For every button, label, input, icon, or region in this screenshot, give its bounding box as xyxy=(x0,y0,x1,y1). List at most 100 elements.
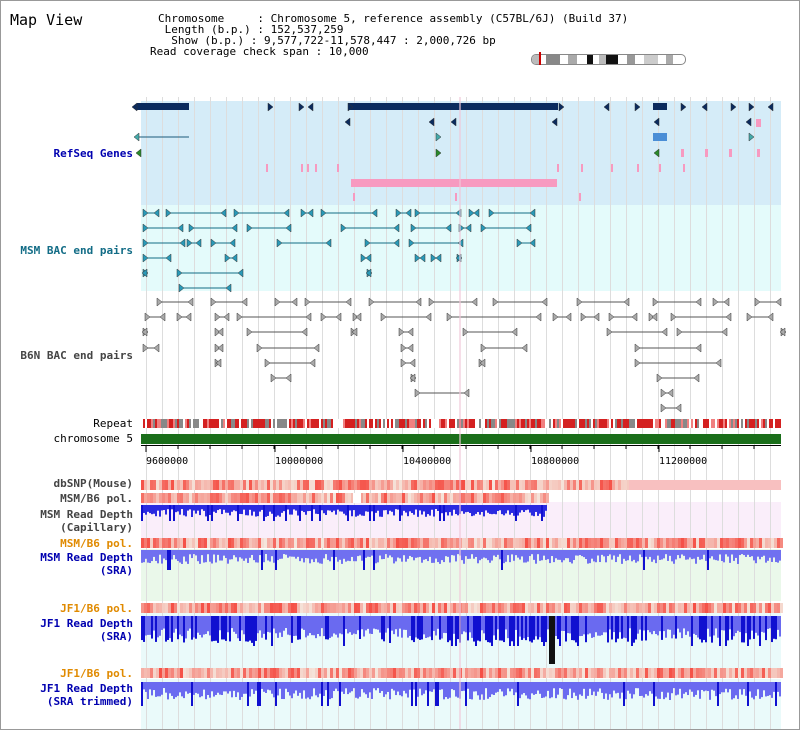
msm-sra-depth-bar xyxy=(665,550,667,555)
repeat-feature xyxy=(507,419,509,428)
msm-bac-label[interactable]: MSM BAC end pairs xyxy=(20,244,133,257)
repeat-feature xyxy=(725,419,727,428)
repeat-feature xyxy=(597,419,599,428)
refseq-label[interactable]: RefSeq Genes xyxy=(53,147,133,160)
jf1-pol-strip xyxy=(486,603,489,613)
b6n-bac-end xyxy=(511,327,518,337)
msm-pol-strip-2 xyxy=(258,538,261,548)
msm-pol-strip-2 xyxy=(780,538,783,548)
jf1-trimmed-depth-bar xyxy=(359,682,361,697)
jf1-pol-strip-2 xyxy=(246,668,249,678)
jf1-pol-strip xyxy=(537,603,540,613)
msm-pol-strip xyxy=(414,493,417,503)
msm-sra-depth-bar xyxy=(643,550,645,570)
jf1-sra-depth-bar xyxy=(587,616,589,635)
msm-sra-depth-bar xyxy=(633,550,635,560)
ideogram-band xyxy=(627,55,635,64)
jf1-pol-strip-2 xyxy=(579,668,582,678)
msm-pol-strip-2 xyxy=(474,538,477,548)
repeat-feature xyxy=(257,419,259,428)
dbsnp-strip xyxy=(390,480,393,490)
jf1-sra-depth-bar xyxy=(171,616,173,642)
b6n-bac-label[interactable]: B6N BAC end pairs xyxy=(20,349,133,362)
msm-sra-depth-bar xyxy=(755,550,757,564)
msm-pol-label-2[interactable]: MSM/B6 pol. xyxy=(60,537,133,550)
jf1-sra-label[interactable]: JF1 Read Depth (SRA) xyxy=(40,617,133,643)
dbsnp-strip xyxy=(219,480,222,490)
msm-pol-strip-2 xyxy=(627,538,630,548)
jf1-sra-depth-bar xyxy=(199,616,201,635)
jf1-pol-strip-2 xyxy=(651,668,654,678)
jf1-sra-depth-bar xyxy=(185,616,187,639)
repeat-feature xyxy=(559,419,561,428)
jf1-trimmed-depth-bar xyxy=(349,682,351,693)
repeat-feature xyxy=(325,419,327,428)
msm-capillary-label[interactable]: MSM Read Depth (Capillary) xyxy=(40,508,133,534)
msm-pol-strip xyxy=(483,493,486,503)
jf1-trimmed-depth-bar xyxy=(271,682,273,694)
jf1-pol-strip-2 xyxy=(489,668,492,678)
jf1-trimmed-depth-bar xyxy=(539,682,541,694)
jf1-trimmed-depth-bar xyxy=(715,682,717,697)
msm-pol-strip xyxy=(513,493,516,503)
msm-pol-strip xyxy=(393,493,396,503)
msm-sra-label[interactable]: MSM Read Depth (SRA) xyxy=(40,551,133,577)
msm-capillary-depth-bar xyxy=(155,505,157,517)
msm-sra-depth-bar xyxy=(271,550,273,557)
jf1-pol-strip xyxy=(729,603,732,613)
msm-pol-strip xyxy=(489,493,492,503)
jf1-sra-depth-bar xyxy=(655,616,657,635)
jf1-trimmed-depth-bar xyxy=(151,682,153,696)
jf1-sra-depth-bar xyxy=(691,616,693,646)
repeat-feature xyxy=(707,419,709,428)
jf1-pol-strip-2 xyxy=(294,668,297,678)
chromosome-ideogram[interactable] xyxy=(531,54,686,65)
jf1-sra-depth-bar xyxy=(189,616,191,629)
jf1-pol-label-1[interactable]: JF1/B6 pol. xyxy=(60,602,133,615)
msm-capillary-depth-bar xyxy=(461,505,463,512)
jf1-sra-depth-bar xyxy=(263,616,265,634)
jf1-trimmed-depth-bar xyxy=(373,682,375,689)
jf1-sra-depth-bar xyxy=(525,616,527,641)
jf1-sra-depth-bar xyxy=(437,616,439,629)
dbsnp-label[interactable]: dbSNP(Mouse) xyxy=(53,477,133,490)
msm-pol-label-1[interactable]: MSM/B6 pol. xyxy=(60,492,133,505)
repeat-feature xyxy=(233,419,235,428)
jf1-sra-depth-bar xyxy=(607,616,609,643)
jf1-sra-depth-bar xyxy=(413,616,415,643)
msm-sra-depth-bar xyxy=(311,550,313,560)
msm-sra-depth-bar xyxy=(383,550,385,559)
jf1-pol-strip xyxy=(198,603,201,613)
msm-sra-depth-bar xyxy=(347,550,349,561)
msm-capillary-depth-bar xyxy=(217,505,219,511)
msm-pol-strip-2 xyxy=(654,538,657,548)
msm-capillary-depth-bar xyxy=(291,505,293,515)
msm-sra-depth-bar xyxy=(391,550,393,558)
msm-sra-depth-bar xyxy=(225,550,227,559)
jf1-trimmed-depth-bar xyxy=(253,682,255,694)
jf1-pol-strip-2 xyxy=(762,668,765,678)
msm-sra-depth-bar xyxy=(443,550,445,563)
dbsnp-strip xyxy=(411,480,414,490)
dbsnp-strip xyxy=(216,480,219,490)
msm-sra-depth-bar xyxy=(719,550,721,555)
msm-pol-strip xyxy=(456,493,459,503)
msm-capillary-depth-bar xyxy=(421,505,423,515)
msm-sra-depth-bar xyxy=(337,550,339,562)
repeat-feature xyxy=(519,419,521,428)
msm-sra-depth-bar xyxy=(219,550,221,561)
repeat-feature xyxy=(363,419,365,428)
msm-sra-depth-bar xyxy=(675,550,677,560)
jf1-sra-depth-bar xyxy=(731,616,733,640)
jf1-trimmed-depth-bar xyxy=(339,682,341,706)
msm-pol-strip-2 xyxy=(282,538,285,548)
jf1-pol-label-2[interactable]: JF1/B6 pol. xyxy=(60,667,133,680)
jf1-pol-strip-2 xyxy=(264,668,267,678)
jf1-pol-strip xyxy=(237,603,240,613)
jf1-trimmed-depth-bar xyxy=(559,682,561,689)
jf1-sra-depth-bar xyxy=(445,616,447,634)
jf1-trimmed-label[interactable]: JF1 Read Depth (SRA trimmed) xyxy=(40,682,133,708)
jf1-pol-strip xyxy=(555,603,558,613)
ideogram-position-marker[interactable] xyxy=(539,52,541,65)
repeat-feature xyxy=(779,419,781,428)
